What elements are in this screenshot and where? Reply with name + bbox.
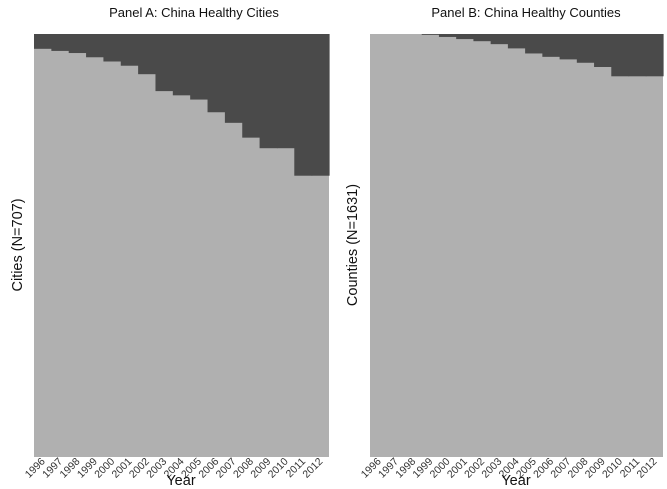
panel-b-bar-2010 (611, 34, 630, 77)
panel-a-bar-1997 (51, 34, 70, 51)
panel-a-title: Panel A: China Healthy Cities (109, 5, 279, 20)
panel-b-bar-2007 (559, 34, 578, 60)
panel-b-bar-2006 (542, 34, 561, 57)
panel-a-bar-2006 (207, 34, 226, 113)
panel-a-bar-2008 (242, 34, 261, 138)
panel-a-bar-2012 (311, 34, 330, 176)
panel-a-bars (34, 34, 330, 176)
panel-a-bar-1996 (34, 34, 52, 49)
panel-a-bar-2009 (259, 34, 278, 149)
panel-a-bar-2005 (190, 34, 209, 100)
panel-b-bar-2003 (490, 34, 509, 45)
panel-b-bar-2009 (594, 34, 612, 67)
panel-a-x-axis-label: Year (166, 473, 195, 489)
panel-b-x-axis-label: Year (501, 473, 530, 489)
panel-a-bar-2001 (120, 34, 139, 66)
panel-a-bar-1998 (68, 34, 87, 54)
panel-a-bar-2003 (155, 34, 174, 92)
panel-a-x-tick-2012: 2012 (300, 456, 325, 481)
panel-b-y-axis-label: Counties (N=1631) (345, 184, 361, 306)
panel-a-bar-2011 (294, 34, 313, 176)
panel-b-bar-2000 (438, 34, 457, 37)
panel-b-bars (421, 34, 664, 77)
panel-b-bar-2012 (645, 34, 664, 77)
panel-b-bar-2001 (456, 34, 475, 40)
panel-b-bar-2005 (525, 34, 543, 54)
panel-b-title: Panel B: China Healthy Counties (431, 5, 621, 20)
panel-b: Panel B: China Healthy Counties Counties… (345, 5, 664, 489)
panel-a-bar-1999 (86, 34, 105, 58)
panel-a-bar-2000 (103, 34, 122, 62)
panel-b-x-tick-2012: 2012 (634, 456, 659, 481)
panel-a-bar-2002 (138, 34, 157, 75)
panel-b-bar-2008 (576, 34, 595, 63)
panel-b-bar-2004 (507, 34, 526, 49)
panel-a: Panel A: China Healthy Cities Cities (N=… (10, 5, 330, 489)
panel-a-x-ticks: 1996199719981999200020012002200320042005… (23, 456, 326, 481)
panel-a-bar-2007 (224, 34, 243, 123)
panel-a-y-axis-label: Cities (N=707) (10, 198, 26, 291)
panel-b-plot-area (370, 34, 663, 457)
panel-b-bar-2011 (628, 34, 647, 77)
panel-a-bar-2004 (172, 34, 191, 96)
panel-b-bar-1999 (421, 34, 440, 35)
panel-b-bar-2002 (473, 34, 492, 42)
panel-a-bar-2010 (276, 34, 295, 149)
